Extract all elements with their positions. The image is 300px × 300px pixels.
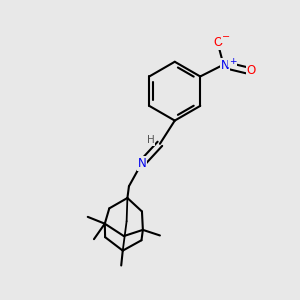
Text: N: N [138,157,146,170]
Text: +: + [229,57,236,66]
Text: H: H [147,135,154,145]
Text: N: N [220,59,230,72]
Text: O: O [246,64,256,77]
Text: O: O [213,36,223,49]
Text: −: − [222,32,230,42]
